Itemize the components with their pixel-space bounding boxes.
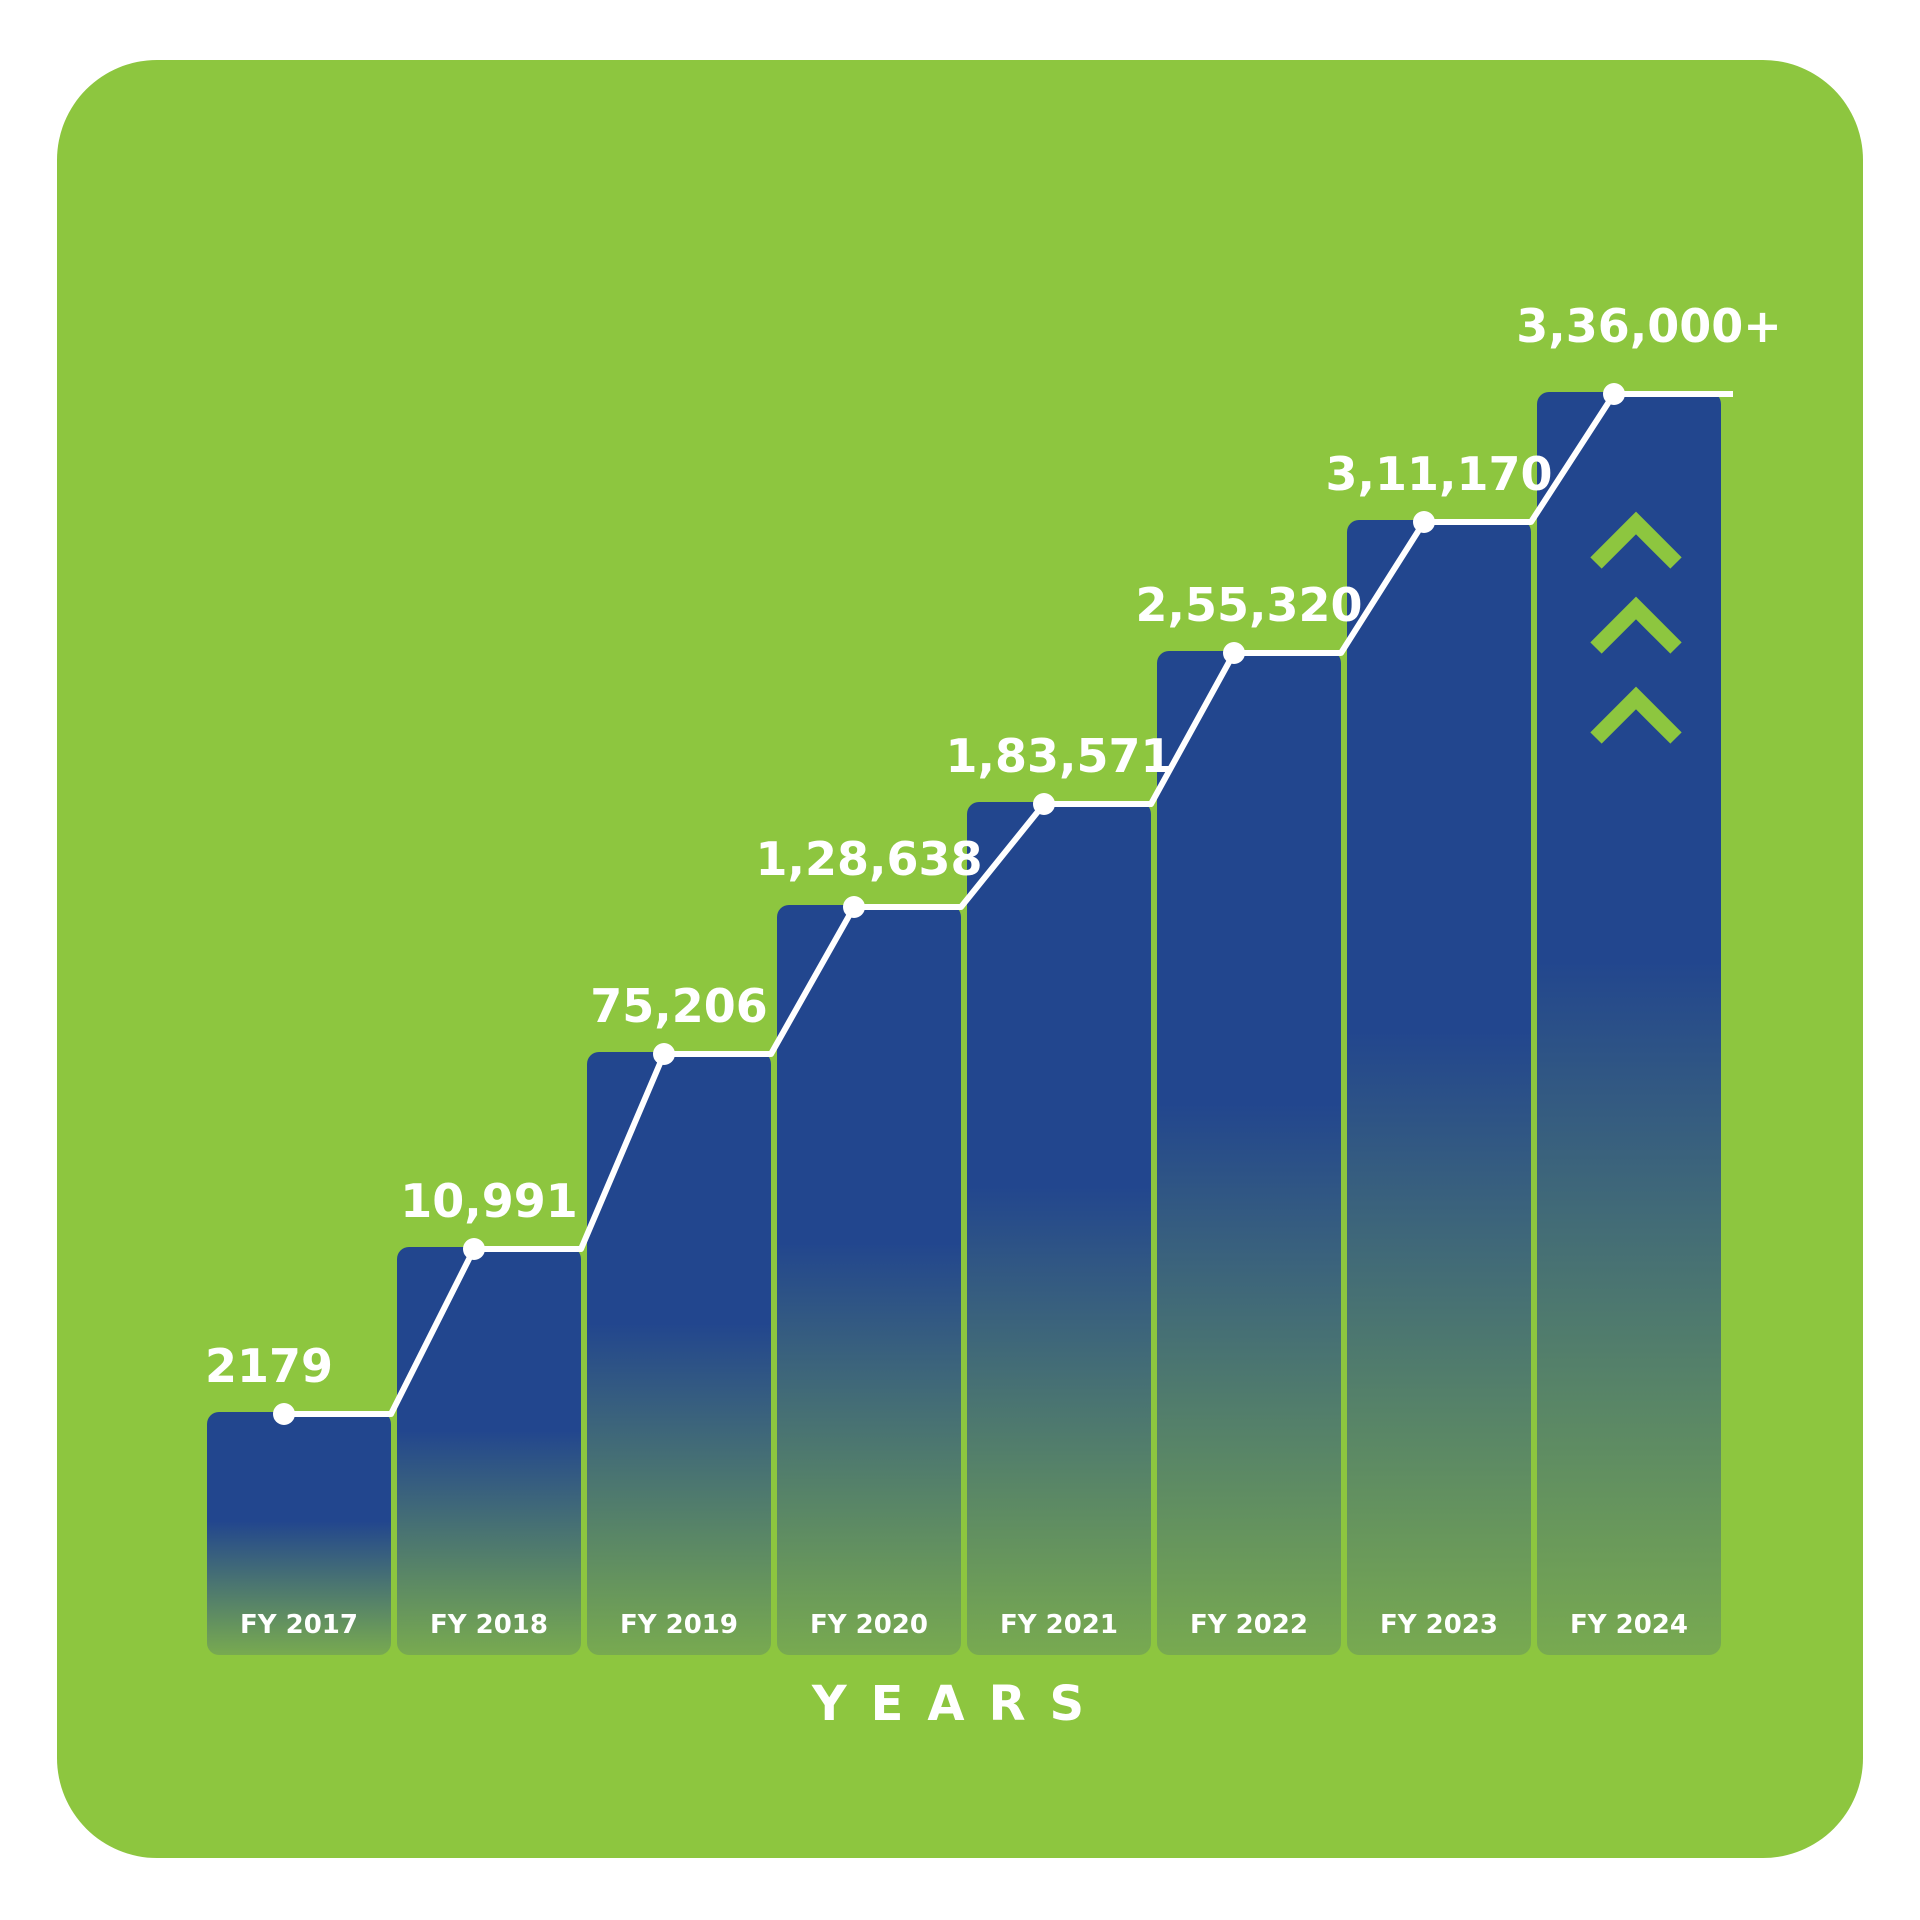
series-line bbox=[284, 391, 1733, 1417]
x-axis-title: YEARS bbox=[811, 1676, 1108, 1732]
bar-fy-2020 bbox=[777, 905, 961, 1655]
value-label: 75,206 bbox=[590, 979, 768, 1033]
x-tick-label: FY 2021 bbox=[1000, 1610, 1118, 1640]
x-tick-label: FY 2019 bbox=[620, 1610, 738, 1640]
line-point-marker bbox=[1033, 793, 1055, 815]
line-point-marker bbox=[1223, 642, 1245, 664]
step-line-layer bbox=[273, 383, 1733, 1425]
value-labels-layer: 2179 10,991 75,206 1,28,638 1,83,571 2,55,320… bbox=[205, 299, 1782, 1393]
bar-fy-2022 bbox=[1157, 651, 1341, 1655]
bar-fy-2019 bbox=[587, 1052, 771, 1655]
value-label: 3,11,170 bbox=[1326, 447, 1553, 501]
bars-layer bbox=[207, 392, 1721, 1655]
line-point-marker bbox=[1413, 511, 1435, 533]
x-tick-label: FY 2018 bbox=[430, 1610, 548, 1640]
x-tick-labels-layer: FY 2017 FY 2018 FY 2019 FY 2020 FY 2021 FY 20… bbox=[240, 1610, 1688, 1640]
x-tick-label: FY 2020 bbox=[810, 1610, 928, 1640]
value-label: 2179 bbox=[205, 1339, 333, 1393]
value-label: 3,36,000+ bbox=[1516, 299, 1782, 353]
line-point-marker bbox=[463, 1238, 485, 1260]
line-point-marker bbox=[1603, 383, 1625, 405]
value-label: 1,83,571 bbox=[946, 729, 1173, 783]
x-tick-label: FY 2017 bbox=[240, 1610, 358, 1640]
line-point-marker bbox=[273, 1403, 295, 1425]
bar-fy-2024 bbox=[1537, 392, 1721, 1655]
bar-fy-2018 bbox=[397, 1247, 581, 1655]
x-tick-label: FY 2023 bbox=[1380, 1610, 1498, 1640]
bar-fy-2023 bbox=[1347, 520, 1531, 1655]
bar-fy-2017 bbox=[207, 1412, 391, 1655]
triple-chevron-up-icon bbox=[1590, 511, 1682, 744]
bar-fy-2021 bbox=[967, 802, 1151, 1655]
line-point-marker bbox=[653, 1043, 675, 1065]
line-point-marker bbox=[843, 896, 865, 918]
x-tick-label: FY 2022 bbox=[1190, 1610, 1308, 1640]
value-label: 10,991 bbox=[400, 1174, 578, 1228]
value-label: 2,55,320 bbox=[1136, 578, 1363, 632]
value-label: 1,28,638 bbox=[756, 832, 983, 886]
x-tick-label: FY 2024 bbox=[1570, 1610, 1688, 1640]
